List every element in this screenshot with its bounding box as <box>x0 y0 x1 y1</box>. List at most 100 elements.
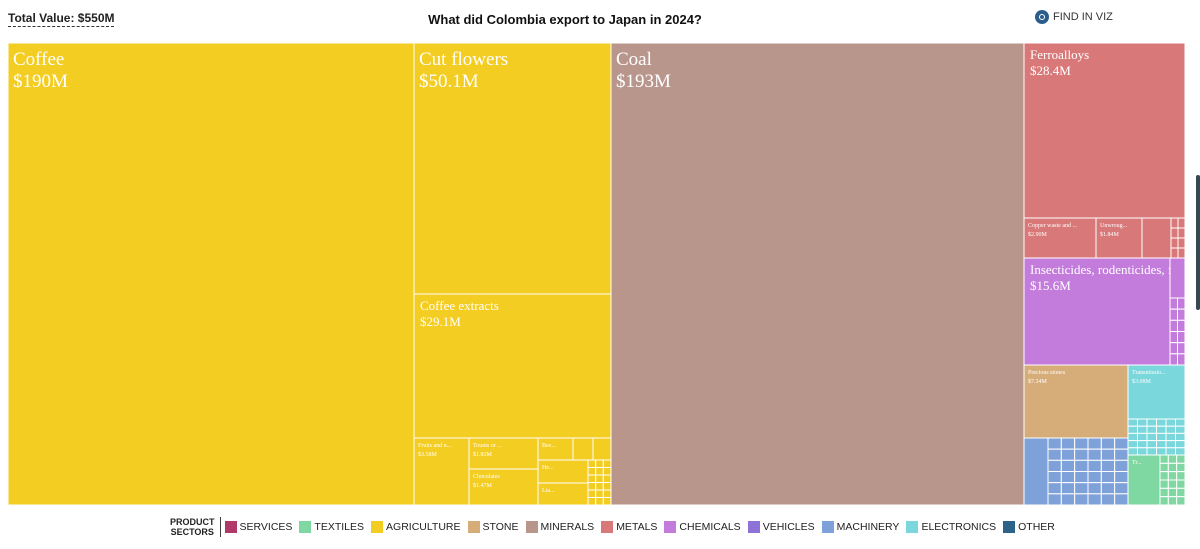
tile-textiles-tiny[interactable] <box>1167 471 1178 481</box>
tile-electronics-tiny[interactable] <box>1175 440 1186 449</box>
tile-ag-tiny[interactable] <box>602 489 612 498</box>
tile-metal-tiny[interactable] <box>1177 237 1186 249</box>
total-value[interactable]: Total Value: $550M <box>8 11 115 27</box>
tile-electronics-tiny[interactable] <box>1127 432 1138 442</box>
tile-machinery-tiny[interactable] <box>1074 459 1089 473</box>
tile-electronics-tiny[interactable] <box>1165 447 1176 456</box>
tile-ag-tiny[interactable] <box>595 489 604 498</box>
tile-machinery[interactable] <box>1023 437 1049 506</box>
tile-tounis[interactable] <box>468 437 539 470</box>
tile-electronics-tiny[interactable] <box>1137 425 1148 434</box>
legend-item-electronics[interactable]: ELECTRONICS <box>906 521 996 533</box>
tile-machinery-tiny[interactable] <box>1100 482 1116 495</box>
legend-item-vehicles[interactable]: VEHICLES <box>747 521 815 533</box>
tile-ag-tiny[interactable] <box>602 467 612 476</box>
tile-textiles-tiny[interactable] <box>1176 496 1186 506</box>
tile-machinery-tiny[interactable] <box>1047 482 1062 495</box>
tile-unwrought[interactable] <box>1095 217 1143 259</box>
tile-metal-tiny[interactable] <box>1170 247 1179 259</box>
tile-ag-tiny[interactable] <box>587 459 597 468</box>
tile-machinery-tiny[interactable] <box>1060 482 1076 495</box>
tile-he[interactable] <box>537 459 589 484</box>
tile-electronics-tiny[interactable] <box>1146 425 1157 434</box>
tile-electronics-tiny[interactable] <box>1175 425 1186 434</box>
tile-ag-tiny[interactable] <box>587 489 597 498</box>
tile-machinery-tiny[interactable] <box>1087 493 1102 506</box>
tile-metal-tiny[interactable] <box>1170 227 1179 239</box>
tile-electronics-tiny[interactable] <box>1127 447 1138 456</box>
tile-textiles-tiny[interactable] <box>1167 454 1178 464</box>
tile-machinery-tiny[interactable] <box>1074 448 1089 461</box>
tile-fruits[interactable] <box>413 437 470 506</box>
tile-machinery-tiny[interactable] <box>1060 471 1076 484</box>
tile-ferroalloys[interactable] <box>1023 42 1186 219</box>
tile-machinery-tiny[interactable] <box>1114 482 1129 495</box>
tile-chem-tiny[interactable] <box>1177 297 1186 310</box>
tile-textiles-tiny[interactable] <box>1167 462 1178 473</box>
tile-chem-tiny[interactable] <box>1169 353 1178 366</box>
tile-bee[interactable] <box>537 437 574 461</box>
tile-electronics-tiny[interactable] <box>1137 432 1148 442</box>
tile-metal-small[interactable] <box>1141 217 1172 259</box>
tile-machinery-tiny[interactable] <box>1060 459 1076 473</box>
tile-ag-tiny[interactable] <box>595 482 604 491</box>
tile-electronics-tiny[interactable] <box>1127 440 1138 449</box>
tile-electronics-tiny[interactable] <box>1165 440 1176 449</box>
tile-metal-tiny[interactable] <box>1177 227 1186 239</box>
tile-metal-tiny[interactable] <box>1170 217 1179 229</box>
tile-textiles-tiny[interactable] <box>1159 462 1169 473</box>
legend-item-other[interactable]: OTHER <box>1003 521 1055 533</box>
tile-textiles-tiny[interactable] <box>1176 471 1186 481</box>
legend-item-services[interactable]: SERVICES <box>224 521 292 533</box>
tile-machinery-tiny[interactable] <box>1114 471 1129 484</box>
tile-chem-tiny[interactable] <box>1169 297 1178 310</box>
tile-machinery-tiny[interactable] <box>1060 448 1076 461</box>
tile-electronics-tiny[interactable] <box>1146 447 1157 456</box>
tile-machinery-tiny[interactable] <box>1100 459 1116 473</box>
tile-electronics-tiny[interactable] <box>1165 418 1176 427</box>
legend-item-agriculture[interactable]: AGRICULTURE <box>371 521 461 533</box>
tile-chem-tiny[interactable] <box>1177 319 1186 333</box>
tile-textiles-tiny[interactable] <box>1159 479 1169 489</box>
tile-ag-tiny[interactable] <box>602 482 612 491</box>
tile-electronics-tiny[interactable] <box>1175 432 1186 442</box>
tile-electronics-tiny[interactable] <box>1156 418 1167 427</box>
tile-electronics-tiny[interactable] <box>1127 418 1138 427</box>
tile-machinery-tiny[interactable] <box>1047 471 1062 484</box>
tile-machinery-tiny[interactable] <box>1074 471 1089 484</box>
tile-ag-tiny[interactable] <box>595 497 604 506</box>
legend-item-metals[interactable]: METALS <box>601 521 657 533</box>
tile-metal-tiny[interactable] <box>1177 247 1186 259</box>
tile-machinery-tiny[interactable] <box>1087 471 1102 484</box>
legend-item-textiles[interactable]: TEXTILES <box>299 521 364 533</box>
tile-machinery-tiny[interactable] <box>1060 437 1076 450</box>
tile-electronics-tiny[interactable] <box>1175 447 1186 456</box>
tile-ag-tiny[interactable] <box>587 497 597 506</box>
tile-electronics-tiny[interactable] <box>1156 447 1167 456</box>
tile-textiles-tiny[interactable] <box>1167 496 1178 506</box>
tile-electronics-tiny[interactable] <box>1165 432 1176 442</box>
tile-electronics-tiny[interactable] <box>1156 440 1167 449</box>
tile-textiles-tiny[interactable] <box>1159 496 1169 506</box>
tile-ag-tiny[interactable] <box>595 459 604 468</box>
tile-coffee-extracts[interactable] <box>413 293 612 439</box>
tile-electronics-tiny[interactable] <box>1165 425 1176 434</box>
tile-chem-small[interactable] <box>1169 257 1186 299</box>
legend-item-chemicals[interactable]: CHEMICALS <box>664 521 741 533</box>
tile-machinery-tiny[interactable] <box>1087 448 1102 461</box>
tile-textiles-tiny[interactable] <box>1167 479 1178 489</box>
tile-metal-tiny[interactable] <box>1170 237 1179 249</box>
tile-electronics-tiny[interactable] <box>1146 432 1157 442</box>
tile-machinery-tiny[interactable] <box>1047 459 1062 473</box>
tile-textiles-tiny[interactable] <box>1176 479 1186 489</box>
tile-ag-tiny[interactable] <box>595 474 604 483</box>
tile-textiles-tiny[interactable] <box>1176 454 1186 464</box>
tile-machinery-tiny[interactable] <box>1087 482 1102 495</box>
tile-ag-tiny[interactable] <box>602 459 612 468</box>
tile-chem-tiny[interactable] <box>1177 308 1186 321</box>
legend-item-stone[interactable]: STONE <box>467 521 519 533</box>
tile-machinery-tiny[interactable] <box>1087 437 1102 450</box>
tile-ag-small[interactable] <box>572 437 594 461</box>
tile-chem-tiny[interactable] <box>1169 308 1178 321</box>
tile-machinery-tiny[interactable] <box>1060 493 1076 506</box>
